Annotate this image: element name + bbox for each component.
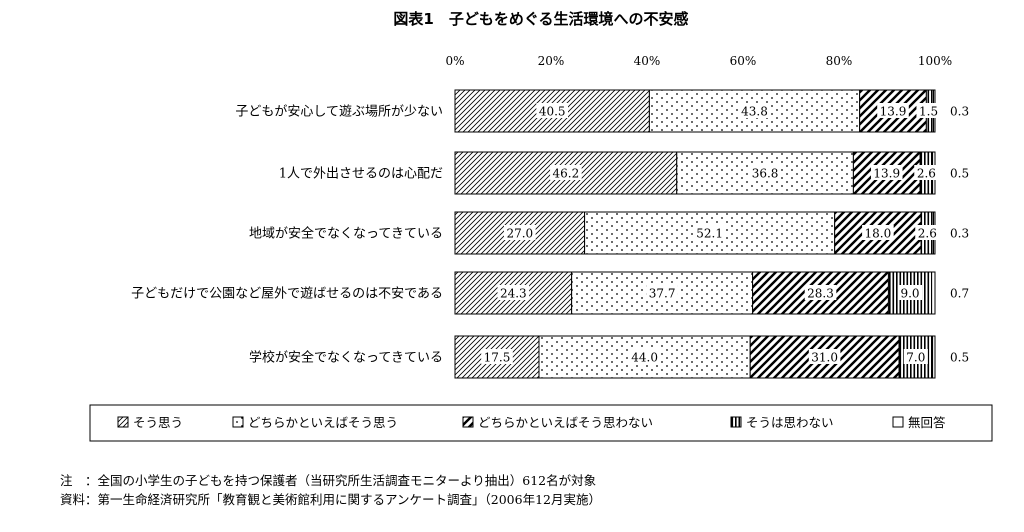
data-label-bg <box>915 225 940 240</box>
x-axis-ticks: 0% 20% 40% 60% 80% 100% <box>445 54 952 68</box>
data-label-bg <box>550 165 582 180</box>
data-label: 2.6 <box>918 227 937 241</box>
data-label-bg <box>738 103 771 118</box>
data-label: 7.0 <box>906 351 925 365</box>
data-label: 37.7 <box>649 287 676 301</box>
legend-label: どちらかといえばそう思わない <box>478 415 653 430</box>
data-label: 0.5 <box>950 167 969 181</box>
data-label: 0.3 <box>950 105 969 119</box>
legend-swatch <box>892 416 904 428</box>
data-label: 18.0 <box>865 227 892 241</box>
bar-segment <box>932 335 936 379</box>
legend: そう思う どちらかといえばそう思う どちらかといえばそう思わない そうは思わない 無回答 <box>117 415 946 430</box>
data-label: 0.7 <box>950 287 969 301</box>
data-label-bg <box>481 349 513 364</box>
category-label: 子どもが安心して遊ぶ場所が少ない <box>235 105 443 120</box>
data-label: 40.5 <box>539 105 566 119</box>
data-label: 13.9 <box>880 105 907 119</box>
data-label-bg <box>536 103 568 118</box>
category-label: 子どもだけで公園など屋外で遊ばせるのは不安である <box>131 287 443 302</box>
category-label: 学校が安全でなくなってきている <box>249 350 443 366</box>
data-label: 1.5 <box>919 105 938 119</box>
data-label: 2.6 <box>917 167 936 181</box>
data-label: 36.8 <box>752 167 779 181</box>
x-tick-label: 60% <box>730 54 757 68</box>
legend-swatch <box>232 416 244 428</box>
data-label: 28.3 <box>807 287 834 301</box>
legend-label: そう思う <box>133 415 183 430</box>
data-label-bg <box>504 225 536 240</box>
bar-segment <box>454 211 586 255</box>
data-label-bg <box>628 349 661 364</box>
data-label-bg <box>870 165 903 180</box>
data-label-bg <box>497 285 530 300</box>
category-label: 1人で外出させるのは心配だ <box>279 167 443 182</box>
data-label-bg <box>903 349 928 364</box>
data-label-bg <box>808 349 841 364</box>
data-label: 9.0 <box>900 287 919 301</box>
data-label-bg <box>916 103 941 118</box>
chart-title: 図表1 子どもをめぐる生活環境への不安感 <box>393 10 688 28</box>
data-label: 17.5 <box>484 351 511 365</box>
data-label-bg <box>693 225 726 240</box>
data-label-bg <box>897 285 923 300</box>
x-tick-label: 100% <box>918 54 952 68</box>
data-label: 0.5 <box>950 351 969 365</box>
legend-swatch <box>730 416 742 428</box>
legend-label: そうは思わない <box>746 415 834 430</box>
bars: 40.5 43.8 13.9 1.5 0.3 46.2 36.8 13.9 2.6 0.5 27.0… <box>454 89 969 379</box>
data-label-bg <box>877 103 909 118</box>
x-tick-label: 40% <box>634 54 661 68</box>
category-labels: 子どもが安心して遊ぶ場所が少ない 1人で外出させるのは心配だ地域が安全でなくなって… <box>131 105 443 366</box>
legend-label: どちらかといえばそう思う <box>248 415 398 430</box>
note-text: 注 ：全国の小学生の子どもを持つ保護者（当研究所生活調査モニターより抽出）612… <box>60 473 596 488</box>
data-label-bg <box>749 165 781 180</box>
category-label: 地域が安全でなくなってきている <box>249 226 443 242</box>
bar-segment <box>931 271 936 315</box>
data-label-bg <box>646 285 678 300</box>
data-label: 0.3 <box>950 227 969 241</box>
data-label: 43.8 <box>741 105 768 119</box>
data-label-bg <box>862 225 894 240</box>
data-label: 13.9 <box>873 167 900 181</box>
data-label: 44.0 <box>631 351 658 365</box>
data-label: 24.3 <box>500 287 527 301</box>
x-tick-label: 80% <box>826 54 853 68</box>
data-label-bg <box>804 285 837 300</box>
legend-swatch <box>117 416 129 428</box>
data-label: 52.1 <box>696 227 723 241</box>
legend-label: 無回答 <box>908 415 946 430</box>
legend-swatch <box>462 416 474 428</box>
data-label: 46.2 <box>553 167 580 181</box>
data-label-bg <box>914 165 939 180</box>
data-label: 31.0 <box>811 351 838 365</box>
source-text: 資料：第一生命経済研究所「教育観と美術館利用に関するアンケート調査」（2006年… <box>60 492 601 507</box>
data-label: 27.0 <box>506 227 533 241</box>
x-tick-label: 20% <box>538 54 565 68</box>
x-tick-label: 0% <box>445 54 464 68</box>
